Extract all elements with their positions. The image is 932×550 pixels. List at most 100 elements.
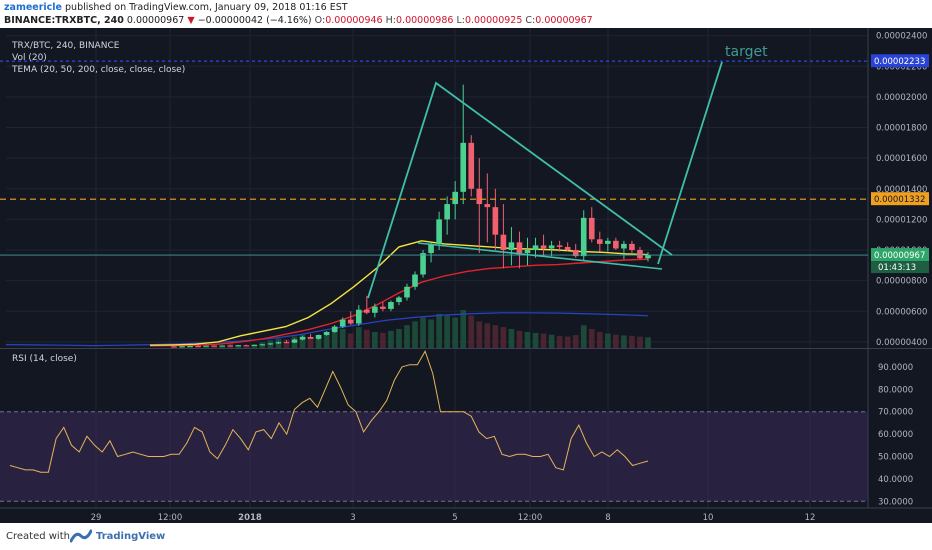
candle-body (444, 204, 450, 220)
volume-bar (355, 327, 362, 348)
tradingview-brand-link[interactable]: TradingView (96, 531, 166, 542)
volume-bar (580, 325, 587, 348)
candle-body (251, 344, 258, 346)
time-tick-label: 3 (350, 513, 355, 523)
rsi-tick-label: 30.0000 (878, 497, 913, 507)
volume-bar (596, 332, 603, 348)
chart-panel[interactable]: 0.00002400 0.00002200 0.00002000 0.00001800… (0, 28, 932, 523)
triangle-top-trendline (367, 81, 673, 299)
tema-20-line (149, 240, 649, 346)
candle-body (404, 286, 410, 298)
candle-body (347, 319, 354, 324)
volume-bar (331, 330, 338, 348)
volume-bar (645, 337, 651, 348)
candle-body (219, 345, 226, 347)
volume-bar (524, 332, 531, 348)
candle-body (580, 217, 587, 257)
volume-bar (251, 344, 258, 348)
target-projection-line (657, 61, 723, 265)
candle-body (195, 346, 201, 348)
price-tick-label: 0.00001600 (876, 154, 927, 164)
volume-bar (460, 310, 467, 348)
candle-body (179, 346, 185, 348)
volume-bar (235, 344, 242, 348)
volume-bar (203, 346, 209, 348)
volume-bar (428, 319, 434, 348)
ohlc-header: BINANCE:TRXBTC, 240 0.00000967 ▼ −0.0000… (4, 15, 932, 29)
tradingview-logo-icon (70, 529, 92, 543)
candle-body (355, 309, 362, 324)
time-tick-label: 2018 (238, 513, 262, 523)
candle-body (556, 245, 563, 247)
candle-body (564, 246, 571, 251)
price-tick-label: 0.00000800 (876, 277, 927, 287)
resistance-price-tag-bg (871, 192, 929, 206)
candle-body (548, 245, 555, 249)
volume-bar (516, 330, 523, 348)
price-tick-label: 0.00000600 (876, 307, 927, 317)
candle-body (243, 345, 250, 347)
candle-body (364, 309, 370, 313)
rsi-band (0, 411, 868, 502)
tema-200-line (5, 312, 649, 347)
footer: Created with TradingView (0, 523, 932, 550)
volume-bar (564, 336, 571, 348)
volume-bar (364, 329, 370, 348)
current-price: 0.00000967 (126, 15, 185, 26)
time-tick-label: 10 (703, 513, 714, 523)
volume-bar (412, 321, 418, 348)
candle-body (211, 345, 217, 347)
chart-canvas[interactable]: 0.00002400 0.00002200 0.00002000 0.00001800… (0, 28, 932, 523)
volume-bar (556, 335, 563, 348)
volume-bar (588, 329, 595, 348)
high-label: H: (385, 15, 396, 26)
candle-body (420, 253, 426, 275)
candle-body (339, 319, 346, 327)
volume-bar (621, 335, 627, 348)
rsi-tick-label: 50.0000 (878, 452, 913, 462)
volume-bar (532, 332, 539, 348)
candle-body (299, 336, 306, 340)
countdown-tag-bg (871, 261, 929, 274)
volume-bar (219, 345, 226, 348)
candle-body (452, 191, 458, 205)
open-label: O: (314, 15, 326, 26)
candle-body (259, 344, 266, 346)
volume-bar (436, 313, 442, 348)
time-tick-label: 5 (452, 513, 457, 523)
candle-body (372, 306, 378, 313)
candle-body (267, 343, 274, 345)
candle-body (283, 342, 290, 344)
time-tick-label: 12:00 (158, 513, 183, 523)
candle-body (532, 245, 539, 251)
volume-bar (372, 332, 378, 348)
candle-body (291, 339, 298, 343)
candle-body (524, 250, 531, 254)
rsi-tick-label: 40.0000 (878, 475, 913, 485)
candle-body (468, 142, 475, 189)
volume-bar (572, 335, 579, 348)
legend-vol: Vol (20) (12, 53, 47, 63)
volume-bar (299, 334, 306, 348)
price-tick-label: 0.00001800 (876, 124, 927, 134)
candle-body (460, 142, 467, 192)
candle-body (275, 342, 282, 344)
candle-body (596, 239, 603, 244)
candle-body (315, 334, 322, 339)
price-tick-label: 0.00001400 (876, 185, 927, 195)
legend-pair: TRX/BTC, 240, BINANCE (12, 41, 120, 51)
price-change: −0.00000042 (−4.16%) (197, 15, 312, 26)
volume-bar (243, 345, 250, 348)
candle-body (331, 326, 338, 332)
candle-body (500, 234, 507, 251)
resistance-price-tag: 0.00001332 (874, 195, 925, 205)
volume-bar (339, 329, 346, 348)
candle-body (171, 346, 177, 348)
rsi-tick-label: 80.0000 (878, 385, 913, 395)
candle-body (621, 243, 627, 249)
author-link[interactable]: zameericle (4, 2, 62, 13)
low-label: L: (456, 15, 465, 26)
candle-body (307, 336, 314, 339)
candle-body (380, 306, 386, 309)
